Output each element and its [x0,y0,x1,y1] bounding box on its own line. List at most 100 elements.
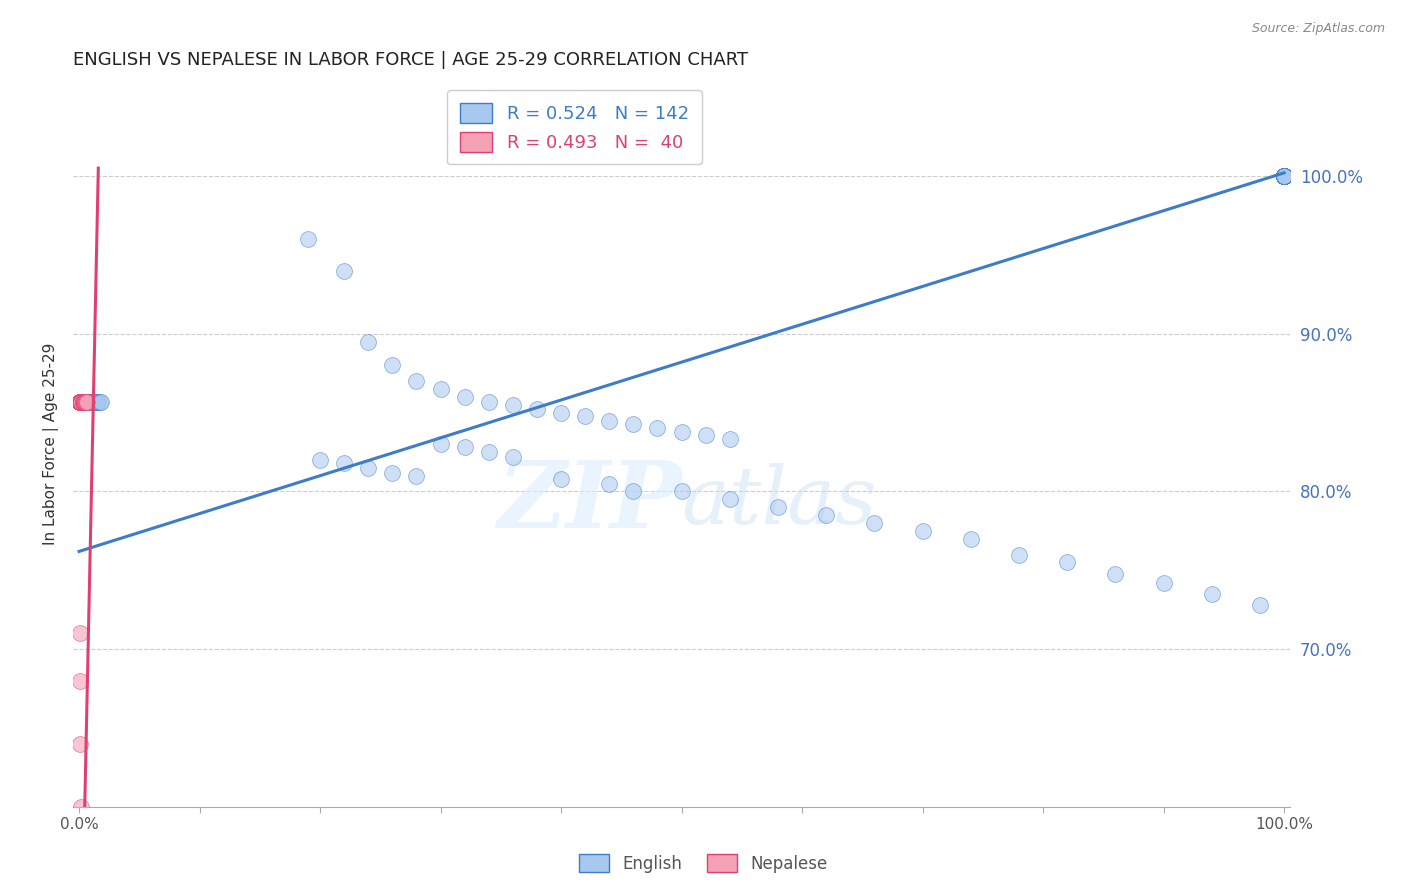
Point [405,468,427,483]
Point [381,466,404,480]
Point [70,394,93,409]
Point [357,460,380,475]
Point [76,394,98,409]
Legend: R = 0.524   N = 142, R = 0.493   N =  40: R = 0.524 N = 142, R = 0.493 N = 40 [447,90,702,164]
Point [77,394,100,409]
Point [69,394,91,409]
Point [69,394,91,409]
Point [83,394,105,409]
Point [1272,169,1295,183]
Point [75,394,97,409]
Point [77,394,100,409]
Point [1272,169,1295,183]
Point [73,394,96,409]
Point [82,394,104,409]
Point [72,394,94,409]
Point [297,232,319,246]
Point [73,394,96,409]
Point [333,263,356,277]
Point [72,394,94,409]
Point [621,417,644,431]
Point [598,413,620,427]
Point [1272,169,1295,183]
Point [453,390,475,404]
Point [1272,169,1295,183]
Point [70,394,93,409]
Point [69,394,91,409]
Point [429,382,451,396]
Point [863,516,886,530]
Point [1272,169,1295,183]
Point [1153,576,1175,591]
Point [69,394,91,409]
Point [77,394,100,409]
Point [1272,169,1295,183]
Point [79,394,101,409]
Point [1272,169,1295,183]
Point [69,737,91,751]
Point [72,394,94,409]
Point [1272,169,1295,183]
Point [87,394,110,409]
Point [429,437,451,451]
Point [69,394,91,409]
Point [73,394,96,409]
Point [83,394,105,409]
Point [69,394,91,409]
Point [90,394,112,409]
Point [73,394,96,409]
Point [73,394,96,409]
Point [70,394,93,409]
Point [1272,169,1295,183]
Point [72,394,94,409]
Point [70,394,93,409]
Point [1272,169,1295,183]
Point [718,433,741,447]
Point [1272,169,1295,183]
Point [84,394,107,409]
Point [1272,169,1295,183]
Point [453,440,475,454]
Point [73,394,96,409]
Point [70,887,93,892]
Point [70,394,93,409]
Point [82,394,104,409]
Point [1272,169,1295,183]
Point [598,476,620,491]
Point [72,394,94,409]
Point [76,394,98,409]
Point [69,394,91,409]
Point [478,394,501,409]
Point [73,394,96,409]
Point [1272,169,1295,183]
Point [80,394,103,409]
Point [73,394,96,409]
Text: atlas: atlas [682,464,877,541]
Point [766,500,789,515]
Point [69,394,91,409]
Point [75,394,97,409]
Text: Source: ZipAtlas.com: Source: ZipAtlas.com [1251,22,1385,36]
Point [1272,169,1295,183]
Point [405,374,427,388]
Point [1272,169,1295,183]
Point [671,484,693,499]
Point [69,394,91,409]
Point [70,394,93,409]
Point [69,394,91,409]
Point [73,394,96,409]
Point [75,394,97,409]
Point [671,425,693,439]
Point [76,394,98,409]
Point [72,394,94,409]
Point [1272,169,1295,183]
Text: ZIP: ZIP [498,458,682,547]
Point [309,453,332,467]
Point [695,427,717,442]
Point [73,394,96,409]
Point [1272,169,1295,183]
Point [70,800,93,814]
Point [815,508,838,523]
Point [70,394,93,409]
Point [70,394,93,409]
